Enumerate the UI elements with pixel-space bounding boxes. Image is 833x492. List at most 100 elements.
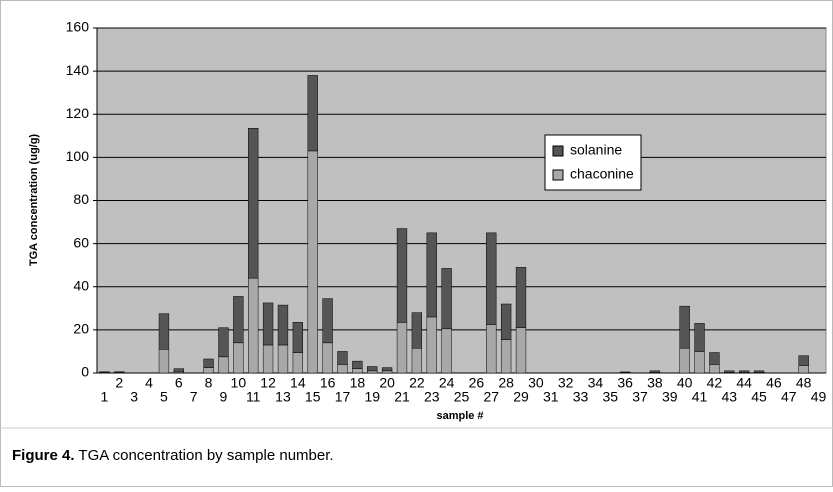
- bar-segment: [650, 371, 660, 373]
- bar-segment: [397, 322, 407, 373]
- x-tick-label: 16: [320, 375, 336, 391]
- y-tick-label: 60: [73, 234, 89, 250]
- bar-segment: [442, 268, 452, 328]
- x-tick-label: 40: [677, 375, 693, 391]
- bar-segment: [680, 306, 690, 348]
- bar-segment: [323, 299, 333, 343]
- bar-segment: [263, 303, 273, 345]
- bar-segment: [516, 267, 526, 327]
- x-tick-label: 45: [751, 389, 767, 405]
- x-tick-label: 43: [722, 389, 738, 405]
- bar-segment: [739, 371, 749, 373]
- bar-segment: [308, 75, 318, 150]
- bar-segment: [248, 128, 258, 278]
- bar-segment: [710, 353, 720, 365]
- bar-segment: [219, 328, 229, 357]
- x-tick-label: 8: [205, 375, 213, 391]
- x-tick-label: 27: [483, 389, 499, 405]
- x-tick-label: 44: [736, 375, 752, 391]
- bar-segment: [695, 351, 705, 373]
- legend-label: solanine: [570, 142, 622, 158]
- bar-segment: [486, 233, 496, 325]
- y-tick-label: 100: [66, 148, 90, 164]
- x-tick-label: 34: [588, 375, 604, 391]
- x-tick-label: 36: [617, 375, 633, 391]
- x-tick-label: 25: [454, 389, 470, 405]
- caption-text: TGA concentration by sample number.: [78, 447, 333, 464]
- bar-segment: [204, 368, 214, 373]
- y-tick-label: 160: [66, 19, 90, 35]
- bar-segment: [219, 357, 229, 373]
- x-tick-label: 5: [160, 389, 168, 405]
- bar-segment: [100, 372, 110, 373]
- y-tick-label: 80: [73, 191, 89, 207]
- legend-swatch: [553, 170, 563, 180]
- x-tick-label: 46: [766, 375, 782, 391]
- x-tick-label: 24: [439, 375, 455, 391]
- x-tick-label: 21: [394, 389, 410, 405]
- bar-segment: [323, 343, 333, 373]
- bar-segment: [799, 365, 809, 373]
- x-tick-label: 17: [335, 389, 351, 405]
- caption-label: Figure 4.: [12, 447, 75, 464]
- x-tick-label: 31: [543, 389, 559, 405]
- bar-segment: [427, 233, 437, 317]
- x-tick-label: 29: [513, 389, 529, 405]
- bar-segment: [695, 323, 705, 351]
- x-tick-label: 42: [707, 375, 723, 391]
- bar-segment: [724, 371, 734, 373]
- bar-segment: [486, 324, 496, 373]
- x-tick-label: 26: [469, 375, 485, 391]
- x-tick-label: 35: [602, 389, 618, 405]
- bar-segment: [516, 328, 526, 373]
- bar-segment: [382, 371, 392, 373]
- x-tick-label: 47: [781, 389, 797, 405]
- x-tick-label: 48: [796, 375, 812, 391]
- x-tick-label: 32: [558, 375, 574, 391]
- x-tick-label: 19: [364, 389, 380, 405]
- bar-segment: [710, 364, 720, 373]
- x-tick-label: 6: [175, 375, 183, 391]
- x-tick-label: 33: [573, 389, 589, 405]
- bar-segment: [442, 329, 452, 373]
- x-axis-title: sample #: [436, 410, 483, 422]
- bar-segment: [204, 359, 214, 368]
- y-tick-label: 140: [66, 62, 90, 78]
- bar-segment: [501, 340, 511, 373]
- bar-segment: [352, 369, 362, 373]
- bar-segment: [367, 371, 377, 373]
- bar-segment: [352, 361, 362, 369]
- bar-segment: [680, 348, 690, 373]
- y-tick-label: 120: [66, 105, 90, 121]
- x-tick-label: 38: [647, 375, 663, 391]
- x-tick-label: 15: [305, 389, 321, 405]
- bar-segment: [174, 369, 184, 372]
- x-tick-label: 30: [528, 375, 544, 391]
- x-tick-label: 49: [811, 389, 827, 405]
- bar-segment: [367, 367, 377, 371]
- x-tick-label: 4: [145, 375, 153, 391]
- bar-segment: [620, 372, 630, 373]
- bar-segment: [293, 353, 303, 373]
- bar-segment: [159, 349, 169, 373]
- y-tick-label: 40: [73, 277, 89, 293]
- bar-segment: [338, 364, 348, 373]
- bar-segment: [233, 296, 243, 342]
- x-tick-label: 22: [409, 375, 425, 391]
- bar-segment: [159, 314, 169, 350]
- x-tick-label: 10: [231, 375, 247, 391]
- bar-segment: [412, 348, 422, 373]
- bar-segment: [248, 278, 258, 373]
- x-tick-label: 14: [290, 375, 306, 391]
- bar-segment: [278, 345, 288, 373]
- bar-segment: [308, 151, 318, 373]
- x-tick-label: 1: [101, 389, 109, 405]
- x-tick-label: 3: [130, 389, 138, 405]
- caption: Figure 4. TGA concentration by sample nu…: [12, 447, 334, 464]
- x-tick-label: 41: [692, 389, 708, 405]
- bar-segment: [263, 345, 273, 373]
- x-tick-label: 20: [379, 375, 395, 391]
- x-tick-label: 13: [275, 389, 291, 405]
- bar-segment: [382, 368, 392, 371]
